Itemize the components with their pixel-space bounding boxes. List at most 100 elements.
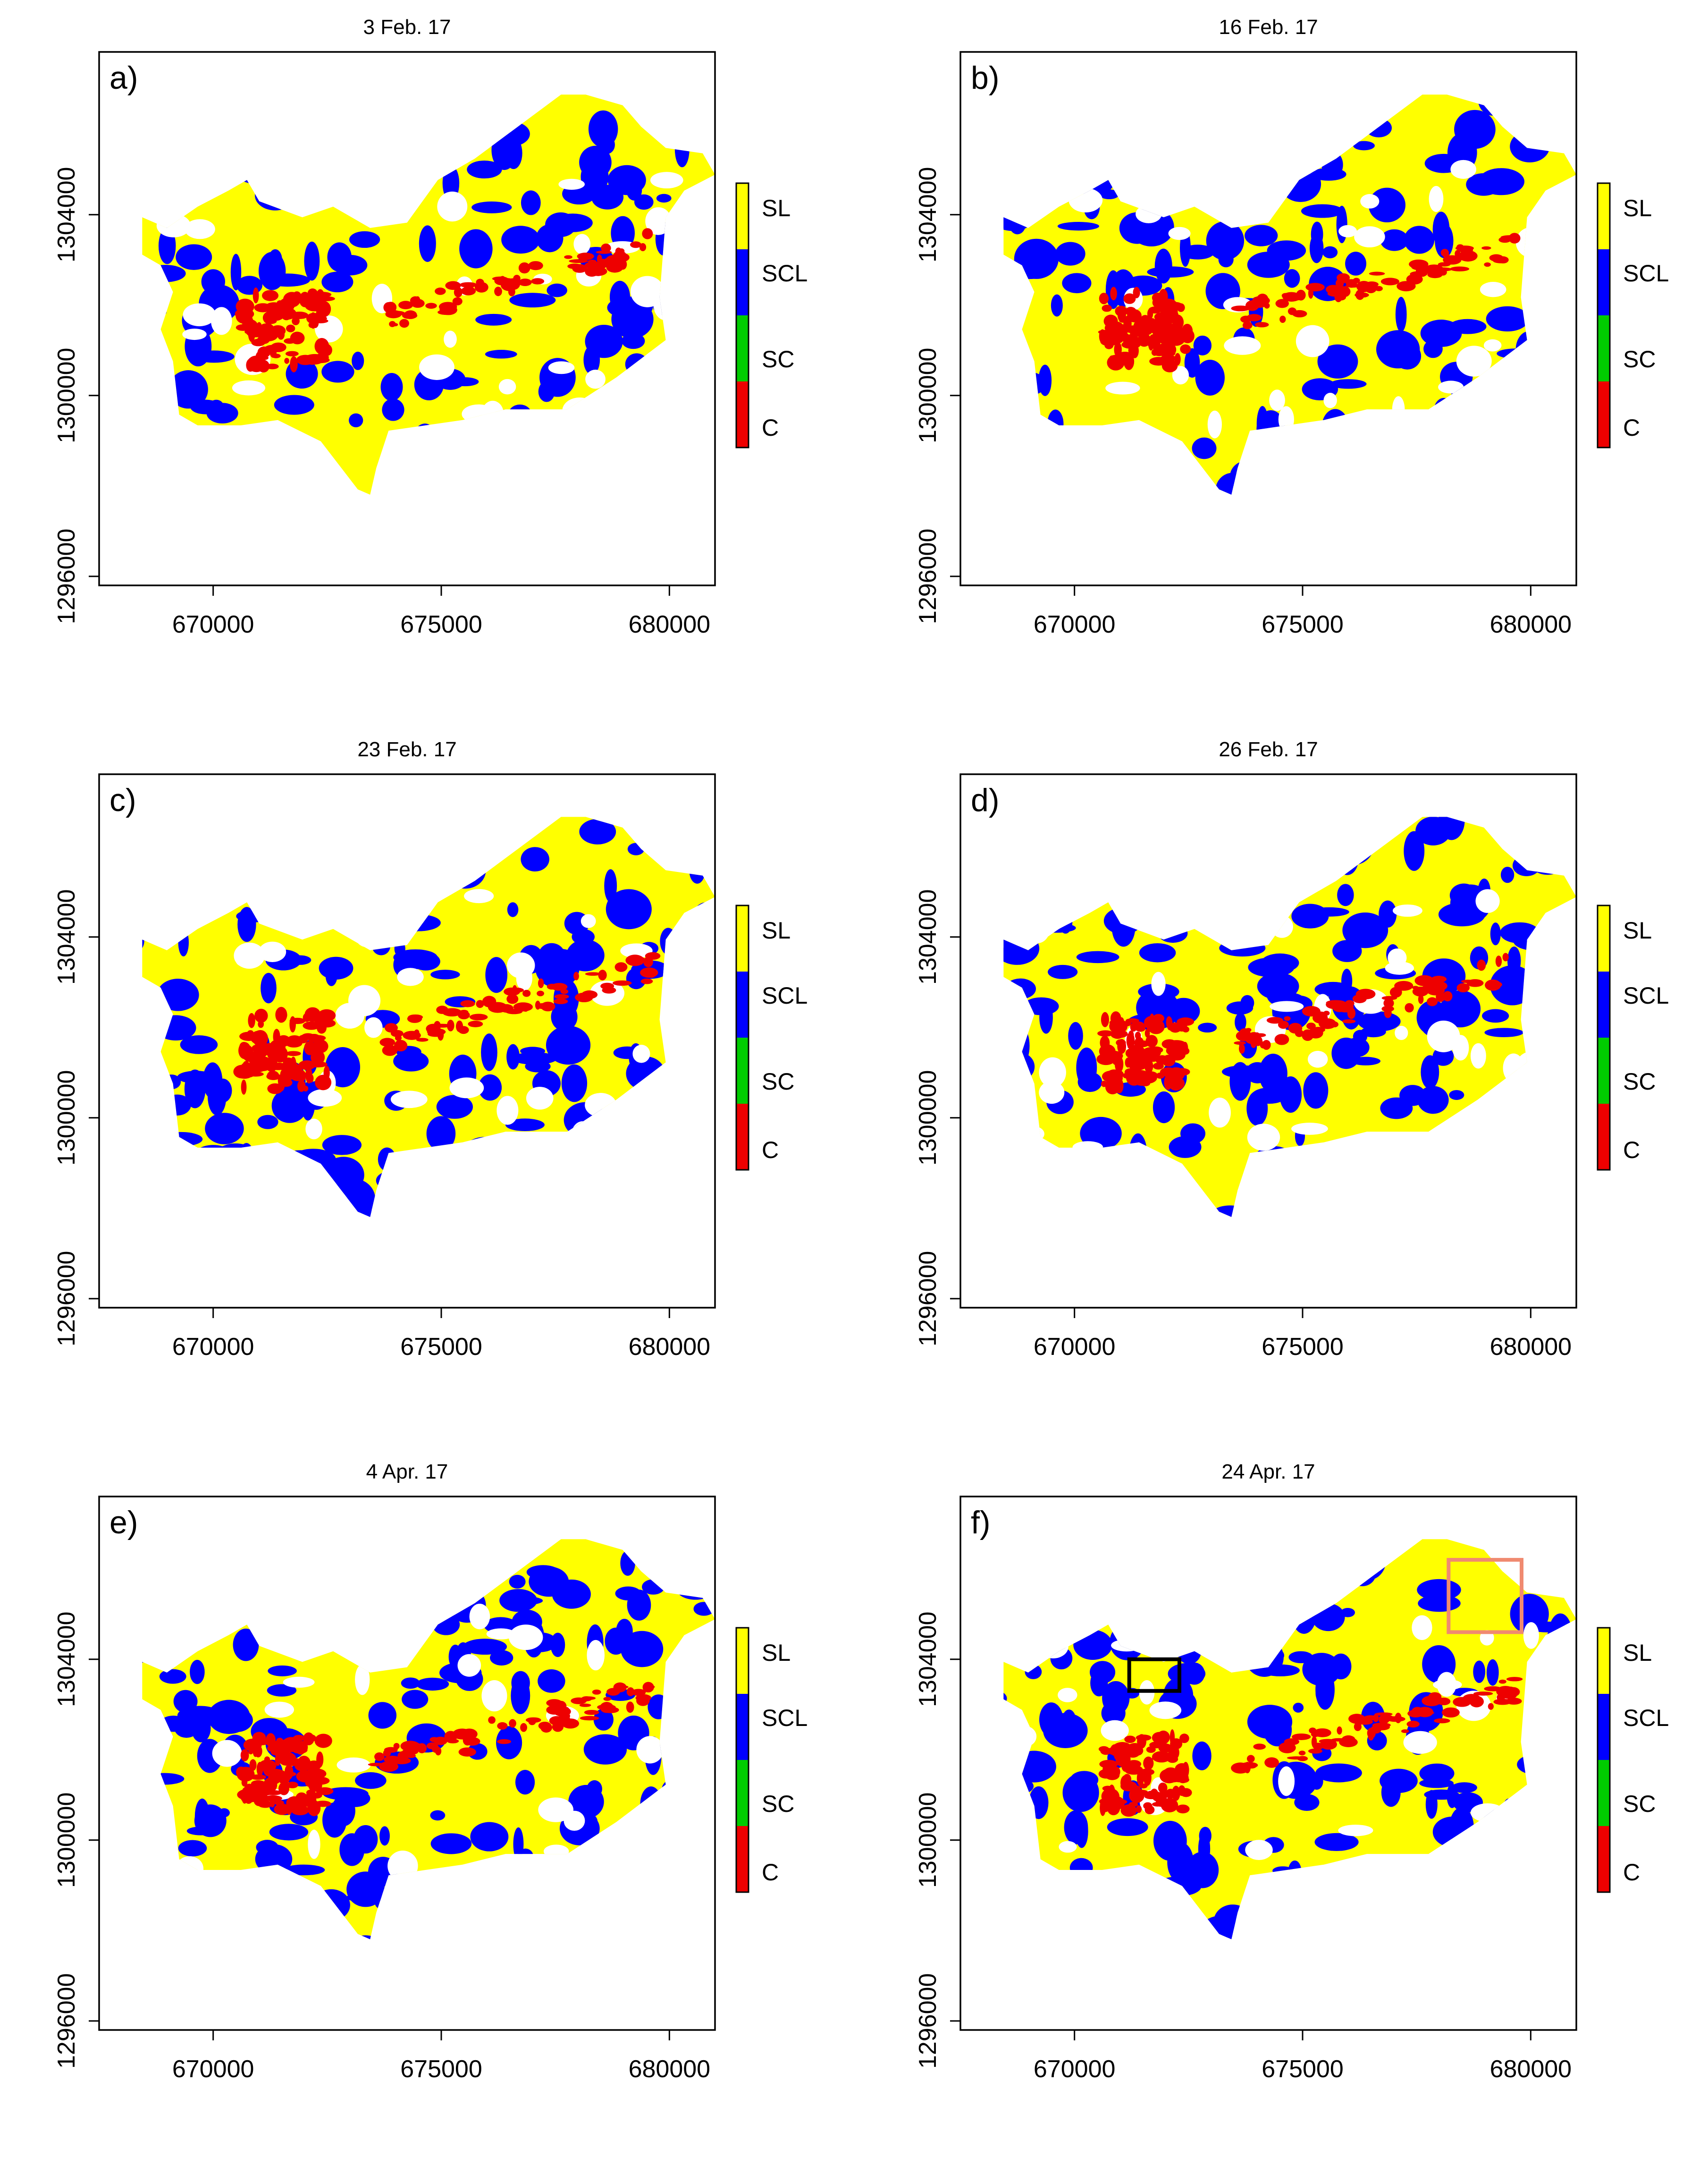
map-patch-c (474, 282, 488, 293)
map-patch-c (1345, 1000, 1355, 1006)
map-patch-scl (349, 817, 389, 837)
map-patch-scl (1024, 817, 1064, 834)
map-patch-scl (422, 489, 465, 495)
map-patch-scl (142, 1126, 163, 1143)
legend-swatch-scl (736, 1694, 749, 1760)
map-patch-nodata (232, 380, 266, 396)
map-patch-nodata (1495, 1085, 1529, 1107)
map-patch-scl (349, 231, 380, 248)
map-patch-nodata (196, 1613, 218, 1632)
map-patch-nodata (182, 329, 207, 340)
map-patch-scl (142, 94, 154, 124)
map-patch-scl (1240, 995, 1254, 1011)
map-patch-c (525, 1717, 541, 1723)
map-patch-nodata (1270, 915, 1293, 938)
map-patch-scl (508, 404, 532, 425)
map-patch-c (1120, 1781, 1137, 1792)
map-patch-nodata (616, 1122, 652, 1140)
map-patch-scl (1353, 1184, 1379, 1207)
map-patch-scl (1003, 412, 1024, 425)
map-patch-scl (532, 411, 550, 436)
map-patch-nodata (1207, 410, 1222, 439)
map-patch-scl (430, 970, 460, 980)
map-patch-c (1313, 1742, 1324, 1750)
map-patch-scl (509, 293, 556, 308)
map-patch-nodata (587, 1640, 605, 1671)
map-patch-c (276, 1737, 284, 1744)
map-patch-c (1140, 1053, 1152, 1062)
map-patch-c (1176, 1804, 1190, 1814)
map-patch-scl (1535, 1706, 1577, 1742)
map-patch-scl (116, 1635, 129, 1664)
map-patch-c (1136, 1805, 1142, 1813)
map-patch-scl (1317, 344, 1358, 379)
map-patch-c (1143, 1802, 1153, 1810)
map-patch-scl (1551, 1684, 1564, 1693)
map-patch-c (316, 1751, 324, 1768)
map-patch-nodata (308, 1089, 342, 1107)
map-patch-c (1264, 1757, 1279, 1768)
map-patch-scl (452, 1910, 496, 1939)
map-patch-c (606, 261, 623, 273)
legend-label-c: C (1623, 414, 1640, 441)
y-tick-label: 1300000 (53, 1793, 80, 1888)
map-patch-scl (1246, 149, 1265, 186)
map-patch-scl (1200, 839, 1229, 852)
map-patch-c (293, 1807, 309, 1812)
map-patch-c (1100, 1035, 1110, 1050)
map-patch-c (1311, 1027, 1325, 1033)
map-patch-scl (382, 398, 404, 421)
map-patch-scl (390, 920, 425, 933)
map-patch-scl (1533, 368, 1577, 386)
soil-texture-raster (1003, 1539, 1577, 1966)
map-patch-scl (951, 430, 977, 443)
map-patch-scl (1192, 1741, 1212, 1770)
map-patch-scl (615, 483, 642, 495)
map-patch-scl (1209, 1205, 1252, 1217)
map-patch-scl (1213, 1904, 1252, 1938)
map-patch-scl (162, 1074, 181, 1090)
map-patch-scl (525, 1060, 551, 1073)
map-patch-c (1155, 1055, 1169, 1065)
map-patch-c (464, 1737, 480, 1746)
map-patch-c (383, 302, 394, 313)
legend-label-c: C (1623, 1137, 1640, 1163)
map-patch-nodata (464, 889, 494, 904)
map-patch-scl (235, 1149, 262, 1174)
map-patch-scl (1170, 870, 1193, 888)
map-patch-c (1323, 1011, 1330, 1016)
map-patch-c (538, 978, 544, 989)
map-patch-scl (1449, 1863, 1487, 1903)
map-patch-scl (1499, 1098, 1534, 1136)
map-patch-scl (1295, 1185, 1313, 1210)
map-patch-scl (1155, 1877, 1202, 1896)
map-patch-scl (1062, 1773, 1099, 1812)
map-patch-scl (231, 1179, 262, 1217)
map-patch-scl (432, 1614, 460, 1635)
map-patch-scl (1551, 449, 1577, 478)
map-patch-scl (1564, 241, 1577, 279)
map-patch-scl (294, 481, 307, 495)
map-patch-scl (485, 349, 517, 359)
map-patch-scl (463, 1639, 507, 1655)
map-patch-scl (1490, 922, 1501, 946)
map-patch-scl (1003, 178, 1020, 190)
map-patch-scl (1205, 1940, 1238, 1966)
map-patch-scl (626, 179, 642, 201)
map-patch-c (1099, 1759, 1118, 1768)
map-patch-nodata (1403, 1731, 1437, 1754)
map-patch-c (1231, 1762, 1250, 1774)
map-patch-c (268, 1062, 288, 1070)
map-patch-c (458, 1026, 469, 1034)
map-patch-scl (1515, 112, 1544, 124)
map-patch-scl (190, 1934, 203, 1939)
map-patch-c (1288, 1023, 1303, 1034)
map-patch-scl (1209, 821, 1252, 841)
map-patch-c (535, 1000, 541, 1010)
map-patch-nodata (585, 1093, 617, 1117)
map-patch-scl (1073, 1630, 1112, 1660)
map-patch-scl (622, 333, 645, 349)
map-patch-c (1456, 983, 1470, 993)
map-patch-c (1128, 1030, 1134, 1040)
map-patch-scl (159, 1669, 186, 1684)
